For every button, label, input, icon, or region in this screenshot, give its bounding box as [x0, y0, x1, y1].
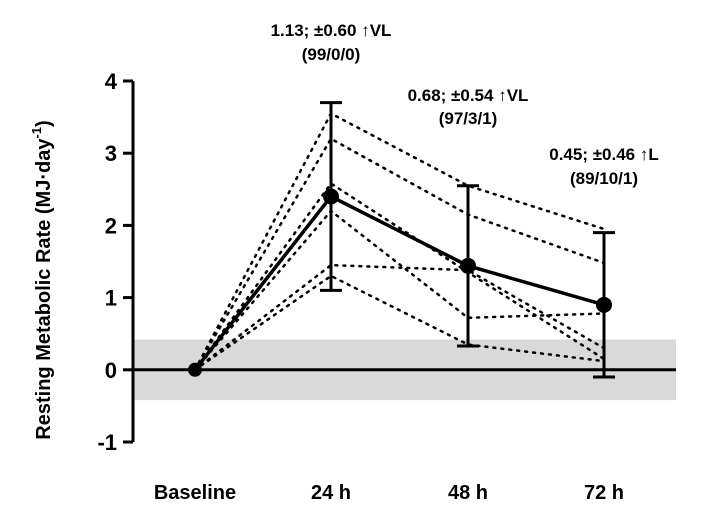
y-tick-label: 4	[105, 69, 118, 94]
individual-line	[193, 263, 606, 372]
mean-line	[193, 194, 605, 371]
y-axis-title-superscript: -1	[29, 127, 44, 139]
y-ticks: -1 0 1 2 3 4	[97, 69, 133, 455]
annotation-probabilities: (97/3/1)	[439, 109, 498, 128]
individual-line	[193, 137, 606, 372]
x-tick-label: 48 h	[448, 482, 488, 504]
mean-series	[188, 101, 615, 379]
mean-point	[596, 296, 612, 313]
individual-line	[193, 111, 606, 372]
y-axis-title-main: Resting Metabolic Rate (MJ·day	[33, 138, 55, 440]
x-tick-label: 72 h	[584, 482, 624, 504]
y-axis-title: Resting Metabolic Rate (MJ·day-1)	[29, 120, 55, 439]
mean-point	[323, 188, 339, 205]
individual-line	[193, 209, 606, 372]
annotation-effect: 1.13; ±0.60 ↑VL	[271, 21, 392, 40]
x-tick-label: Baseline	[154, 482, 236, 504]
annotation-probabilities: (99/0/0)	[302, 45, 361, 64]
x-tick-label: 24 h	[311, 482, 351, 504]
annotation-probabilities: (89/10/1)	[570, 169, 638, 188]
x-labels: Baseline 24 h 48 h 72 h	[154, 482, 624, 504]
y-axis-title-close: )	[33, 120, 55, 127]
y-tick-label: -1	[97, 430, 117, 455]
annotation-effect: 0.68; ±0.54 ↑VL	[408, 86, 529, 105]
y-tick-label: 3	[105, 141, 117, 166]
annotations: 1.13; ±0.60 ↑VL (99/0/0) 0.68; ±0.54 ↑VL (9…	[271, 21, 659, 188]
mean-point	[460, 257, 476, 274]
individual-lines	[193, 111, 606, 372]
y-tick-label: 2	[105, 213, 117, 238]
y-tick-label: 0	[105, 358, 117, 383]
individual-line	[193, 274, 606, 372]
mean-point	[188, 362, 202, 377]
y-tick-label: 1	[105, 286, 117, 311]
annotation-effect: 0.45; ±0.46 ↑L	[549, 145, 659, 164]
